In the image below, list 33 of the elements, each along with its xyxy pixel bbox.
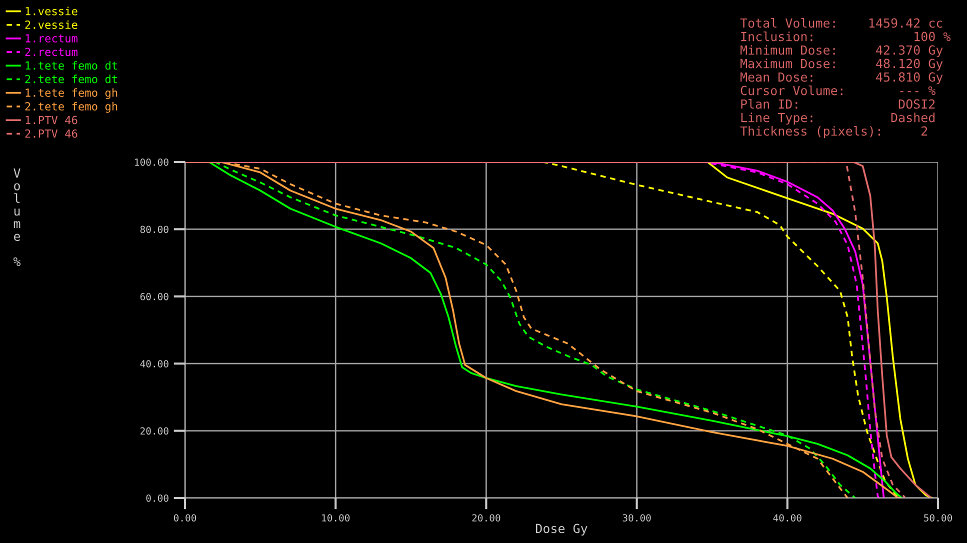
text: Line Type: Dashed: [741, 112, 934, 125]
legend-label: 2.tete femo gh: [25, 102, 118, 113]
legend-label: 1.PTV 46: [26, 116, 78, 124]
x-axis-title: Dose Gy: [536, 524, 588, 536]
text: Mean Dose: 45.810 Gy: [740, 72, 943, 84]
text: Thickness (pixels): 2: [740, 126, 928, 138]
text: Total Volume: 1459.42 cc: [740, 18, 942, 28]
legend-label: 1.tete femo gh: [26, 88, 118, 100]
legend-label: 2.PTV 46: [25, 129, 78, 138]
text: Maximum Dose: 48.120 Gy: [740, 58, 943, 71]
text: Minimum Dose: 42.370 Gy: [740, 45, 943, 58]
x-tick-label: 10.00: [322, 514, 350, 522]
y-tick-label: 20.00: [140, 427, 168, 435]
x-tick-label: 40.00: [773, 514, 802, 522]
legend-label: 1.tete femo dt: [26, 61, 118, 70]
legend-label: 2.rectum: [25, 48, 78, 56]
legend-label: 2.vessie: [25, 20, 78, 29]
y-tick-label: 0.00: [146, 494, 168, 502]
y-tick-label: 60.00: [140, 292, 168, 300]
x-tick-label: 50.00: [924, 514, 952, 522]
text: Volume %: [13, 168, 21, 266]
y-tick-label: 40.00: [140, 360, 168, 368]
y-tick-label: 100.00: [135, 158, 168, 166]
y-tick-label: 80.00: [140, 226, 168, 234]
legend-label: 1.rectum: [26, 34, 78, 43]
text: Inclusion: 100 %: [741, 32, 951, 42]
text: Cursor Volume: --- %: [740, 86, 936, 96]
x-tick-label: 30.00: [622, 514, 651, 522]
text: Plan ID: DOSI2: [741, 99, 935, 109]
x-tick-label: 0.00: [174, 514, 196, 522]
x-tick-label: 20.00: [472, 514, 500, 522]
legend-label: 1.vessie: [26, 6, 78, 16]
legend-label: 2.tete femo dt: [25, 74, 118, 84]
